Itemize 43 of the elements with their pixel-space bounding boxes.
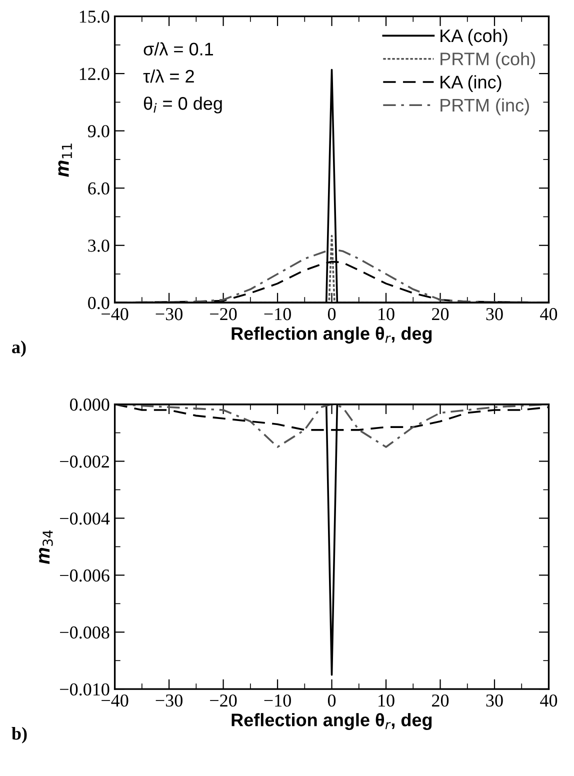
- annotation: θ$_{i}$ = 0 deg: [144, 96, 222, 114]
- annotation: τ/λ = 2: [143, 69, 194, 83]
- x-tick-label: −30: [156, 308, 182, 320]
- legend-label: KA (coh): [440, 28, 508, 46]
- y-tick-label: −0.006: [60, 569, 110, 582]
- x-tick-label: −20: [210, 308, 237, 320]
- x-tick-label: 30: [486, 694, 503, 707]
- legend-label: PRTM (coh): [440, 52, 535, 69]
- x-tick-label: 10: [378, 694, 394, 707]
- x-tick-label: 30: [486, 308, 503, 320]
- x-tick-label: 40: [540, 694, 558, 707]
- x-tick-label: −40: [102, 694, 128, 707]
- y-tick-label: −0.002: [60, 456, 109, 468]
- x-tick-label: 20: [432, 308, 449, 320]
- annotation: σ/λ = 0.1: [144, 42, 213, 56]
- x-tick-label: −30: [156, 694, 182, 707]
- x-tick-label: 40: [540, 308, 558, 320]
- y-tick-label: −0.008: [60, 626, 110, 639]
- x-tick-label: 0: [328, 308, 336, 320]
- y-axis-title: m$_{34}$: [39, 530, 53, 564]
- y-tick-label: 3.0: [88, 240, 110, 252]
- y-tick-label: 9.0: [88, 125, 110, 138]
- y-tick-label: 6.0: [88, 182, 110, 195]
- legend-label: PRTM (inc): [440, 98, 529, 116]
- y-tick-label: −0.010: [60, 683, 110, 696]
- y-tick-label: 12.0: [80, 68, 110, 80]
- x-tick-label: 0: [328, 694, 336, 707]
- x-axis-title: Reflection angle θ$_{r}$, deg: [232, 326, 432, 344]
- y-tick-label: 0.000: [70, 398, 110, 411]
- x-tick-label: −40: [102, 308, 128, 320]
- legend-label: KA (inc): [440, 75, 502, 92]
- y-tick-label: 0.0: [88, 296, 110, 310]
- x-tick-label: −10: [264, 308, 291, 320]
- text: a): [12, 340, 26, 357]
- x-tick-label: 20: [432, 694, 449, 707]
- text: b): [12, 727, 27, 744]
- y-axis-title: m$_{11}$: [58, 144, 72, 177]
- y-tick-label: 15.0: [80, 10, 110, 23]
- x-tick-label: 10: [378, 308, 394, 320]
- x-tick-label: −10: [264, 694, 291, 707]
- x-axis-title: Reflection angle θ$_{r}$, deg: [232, 713, 432, 730]
- y-tick-label: −0.004: [60, 512, 110, 525]
- x-tick-label: −20: [210, 694, 237, 707]
